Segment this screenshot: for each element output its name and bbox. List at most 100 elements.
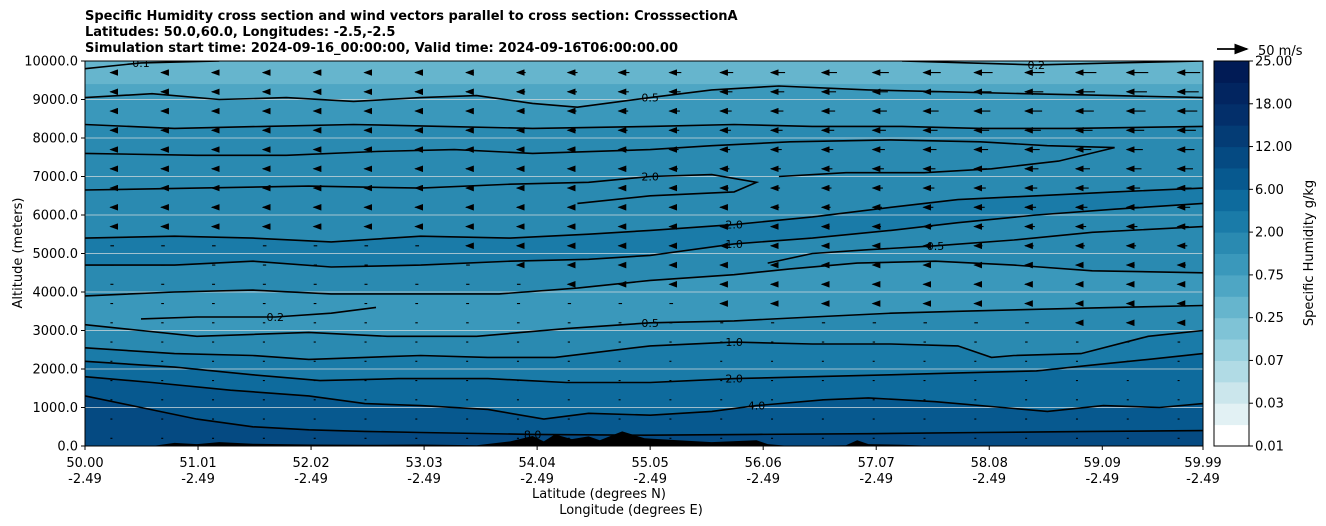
colorbar-segment-4: [1214, 339, 1249, 361]
x-tick-label-lat-6: 56.06: [745, 456, 782, 471]
y-axis: 0.0 1000.0 2000.0 3000.0 4000.0 5000.0 6000.0 7…: [24, 55, 85, 455]
x-tick-label-lat-10: 59.99: [1184, 456, 1221, 471]
wind-vectors: [109, 69, 1201, 439]
colorbar-segment-10: [1214, 210, 1249, 233]
x-tick-label-lat-4: 54.04: [519, 456, 556, 471]
colorbar-segment-14: [1214, 125, 1249, 148]
chart-title-line-2: Latitudes: 50.0,60.0, Longitudes: -2.5,-…: [85, 25, 396, 40]
colorbar-segment-2: [1214, 381, 1249, 404]
fill-band-upper: [85, 61, 1203, 85]
colorbar-segment-5: [1214, 317, 1249, 340]
y-tick-label-3: 3000.0: [33, 324, 79, 339]
y-tick-label-5: 5000.0: [33, 247, 79, 262]
x-tick-label-lon-6: -2.49: [746, 472, 780, 487]
contour-line-1: [85, 375, 1203, 420]
y-axis-label: Altitude (meters): [11, 198, 26, 309]
contour-line-14: [85, 61, 220, 70]
y-tick-label-0: 0.0: [57, 440, 78, 455]
colorbar-tick-label-4: 0.75: [1255, 268, 1284, 283]
colorbar: 0.01 0.03 0.07 0.25 0.75 2.00 6.00 12.00 18.00 25…: [1213, 55, 1292, 455]
quiver-key-label: 50 m/s: [1258, 44, 1303, 59]
y-tick-label-7: 7000.0: [33, 170, 79, 185]
x-tick-label-lon-0: -2.49: [68, 472, 102, 487]
colorbar-tick-label-7: 12.00: [1255, 140, 1292, 155]
x-tick-label-lat-8: 58.08: [971, 456, 1008, 471]
contour-label-1: 4.0: [748, 400, 766, 413]
contour-line-0: [85, 395, 1203, 437]
y-tick-label-4: 4000.0: [33, 286, 79, 301]
colorbar-tick-label-3: 0.25: [1255, 311, 1284, 326]
contour-label-3: 1.0: [725, 336, 743, 349]
colorbar-segment-16: [1214, 82, 1249, 105]
colorbar-segment-6: [1214, 296, 1249, 319]
chart-title-line-3: Simulation start time: 2024-09-16_00:00:…: [85, 41, 678, 56]
contour-label-15: 0.2: [1028, 59, 1046, 72]
colorbar-segment-15: [1214, 103, 1249, 126]
contour-line-15: [901, 61, 1203, 66]
colorbar-segment-11: [1214, 189, 1249, 212]
colorbar-segment-8: [1214, 253, 1249, 276]
x-tick-label-lon-5: -2.49: [633, 472, 667, 487]
x-tick-label-lon-1: -2.49: [181, 472, 215, 487]
y-tick-label-10: 10000.0: [24, 55, 78, 70]
contour-label-9: 2.0: [725, 219, 743, 232]
contour-line-2: [85, 352, 1203, 384]
colorbar-segment-9: [1214, 232, 1249, 254]
x-tick-label-lat-5: 55.05: [632, 456, 669, 471]
colorbar-segment-1: [1214, 403, 1249, 426]
x-tick-label-lat-1: 51.01: [179, 456, 216, 471]
colorbar-segment-17: [1214, 61, 1249, 83]
x-tick-label-lat-9: 59.09: [1084, 456, 1121, 471]
colorbar-tick-label-0: 0.01: [1255, 440, 1284, 455]
y-tick-label-6: 6000.0: [33, 209, 79, 224]
contour-line-4: [85, 304, 1203, 338]
plot-area: 8.04.02.01.00.50.21.0 0.52.02.00.50.1 0.2: [85, 57, 1203, 446]
contour-label-2: 2.0: [725, 373, 743, 386]
contour-label-13: 0.5: [641, 92, 659, 105]
contour-line-8: [767, 225, 1203, 264]
colorbar-segment-12: [1214, 167, 1249, 190]
x-tick-label-lon-3: -2.49: [407, 472, 441, 487]
chart-title: Specific Humidity cross section and wind…: [85, 9, 738, 57]
quiver-key: 50 m/s: [1217, 43, 1303, 59]
x-axis-label-latitude: Latitude (degrees N): [532, 487, 666, 502]
y-tick-label-2: 2000.0: [33, 363, 79, 378]
x-tick-label-lon-7: -2.49: [859, 472, 893, 487]
contour-label-7: 1.0: [725, 238, 743, 251]
colorbar-tick-label-8: 18.00: [1255, 97, 1292, 112]
contour-line-5: [140, 306, 377, 320]
x-tick-label-lon-4: -2.49: [520, 472, 554, 487]
contour-label-10: 2.0: [641, 171, 659, 184]
x-tick-label-lon-10: -2.49: [1186, 472, 1220, 487]
x-tick-label-lat-7: 57.07: [858, 456, 895, 471]
contour-line-6: [85, 260, 1203, 297]
contour-line-9: [85, 187, 1203, 243]
contour-label-4: 0.5: [641, 317, 659, 330]
colorbar-segment-0: [1214, 424, 1249, 447]
colorbar-label: Specific Humidity g/kg: [1302, 180, 1317, 326]
x-axis-label-longitude: Longitude (degrees E): [559, 503, 703, 518]
x-tick-label-lat-3: 53.03: [405, 456, 442, 471]
y-tick-label-8: 8000.0: [33, 132, 79, 147]
colorbar-tick-label-9: 25.00: [1255, 55, 1292, 70]
colorbar-tick-label-6: 6.00: [1255, 183, 1284, 198]
contour-line-10: [85, 173, 760, 205]
contour-label-14: 0.1: [132, 57, 150, 70]
x-tick-label-lon-2: -2.49: [294, 472, 328, 487]
terrain-silhouette: [85, 431, 1203, 446]
colorbar-tick-label-1: 0.03: [1255, 397, 1284, 412]
contour-label-5: 0.2: [267, 311, 285, 324]
y-tick-label-9: 9000.0: [33, 93, 79, 108]
contour-line-3: [85, 329, 1203, 361]
x-axis: 50.00-2.4951.01-2.4952.02-2.4953.03-2.49…: [66, 446, 1222, 487]
x-tick-label-lat-2: 52.02: [292, 456, 329, 471]
contour-line-7: [85, 202, 1203, 268]
colorbar-segment-13: [1214, 146, 1249, 169]
colorbar-segment-3: [1214, 360, 1249, 383]
colorbar-tick-label-2: 0.07: [1255, 354, 1284, 369]
x-tick-label-lat-0: 50.00: [66, 456, 103, 471]
x-tick-label-lon-9: -2.49: [1085, 472, 1119, 487]
chart-title-line-1: Specific Humidity cross section and wind…: [85, 9, 738, 24]
contour-line-13: [85, 85, 1203, 109]
